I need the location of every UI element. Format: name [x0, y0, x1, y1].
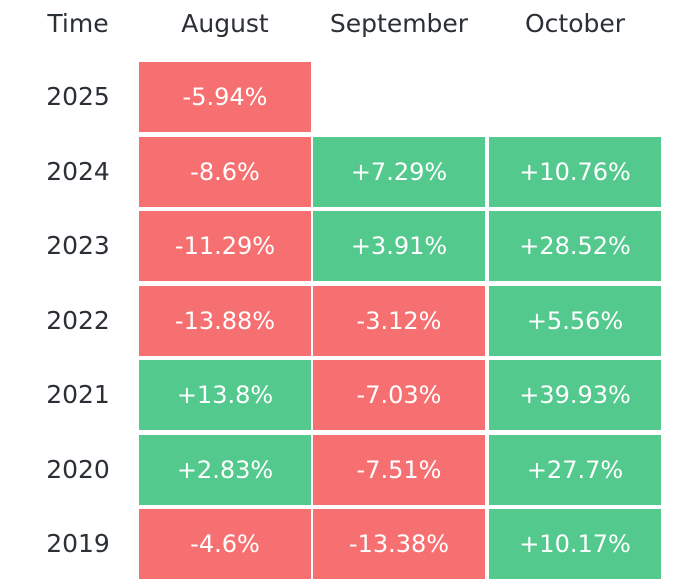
cell-2020-september: -7.51%: [313, 435, 485, 505]
cell-2021-september: -7.03%: [313, 360, 485, 430]
cell-2023-august: -11.29%: [139, 211, 311, 281]
cell-2021-october: +39.93%: [489, 360, 661, 430]
row-header-label: Time: [47, 9, 109, 38]
cell-2024-october: +10.76%: [489, 137, 661, 207]
year-label-2021: 2021: [46, 380, 110, 409]
cell-2022-august: -13.88%: [139, 286, 311, 356]
cell-2022-october: +5.56%: [489, 286, 661, 356]
cell-2021-august: +13.8%: [139, 360, 311, 430]
cell-2023-october: +28.52%: [489, 211, 661, 281]
year-label-2024: 2024: [46, 157, 110, 186]
cell-2019-september: -13.38%: [313, 509, 485, 579]
cell-2019-august: -4.6%: [139, 509, 311, 579]
cell-2024-september: +7.29%: [313, 137, 485, 207]
column-header-october: October: [524, 9, 626, 38]
cell-2020-october: +27.7%: [489, 435, 661, 505]
year-label-2019: 2019: [46, 529, 110, 558]
column-header-august: August: [181, 9, 269, 38]
cell-2025-august: -5.94%: [139, 62, 311, 132]
column-header-september: September: [329, 9, 469, 38]
cell-2020-august: +2.83%: [139, 435, 311, 505]
cell-2022-september: -3.12%: [313, 286, 485, 356]
year-label-2025: 2025: [46, 82, 110, 111]
cell-2019-october: +10.17%: [489, 509, 661, 579]
year-label-2023: 2023: [46, 231, 110, 260]
cell-2023-september: +3.91%: [313, 211, 485, 281]
cell-2024-august: -8.6%: [139, 137, 311, 207]
year-label-2022: 2022: [46, 306, 110, 335]
year-label-2020: 2020: [46, 455, 110, 484]
